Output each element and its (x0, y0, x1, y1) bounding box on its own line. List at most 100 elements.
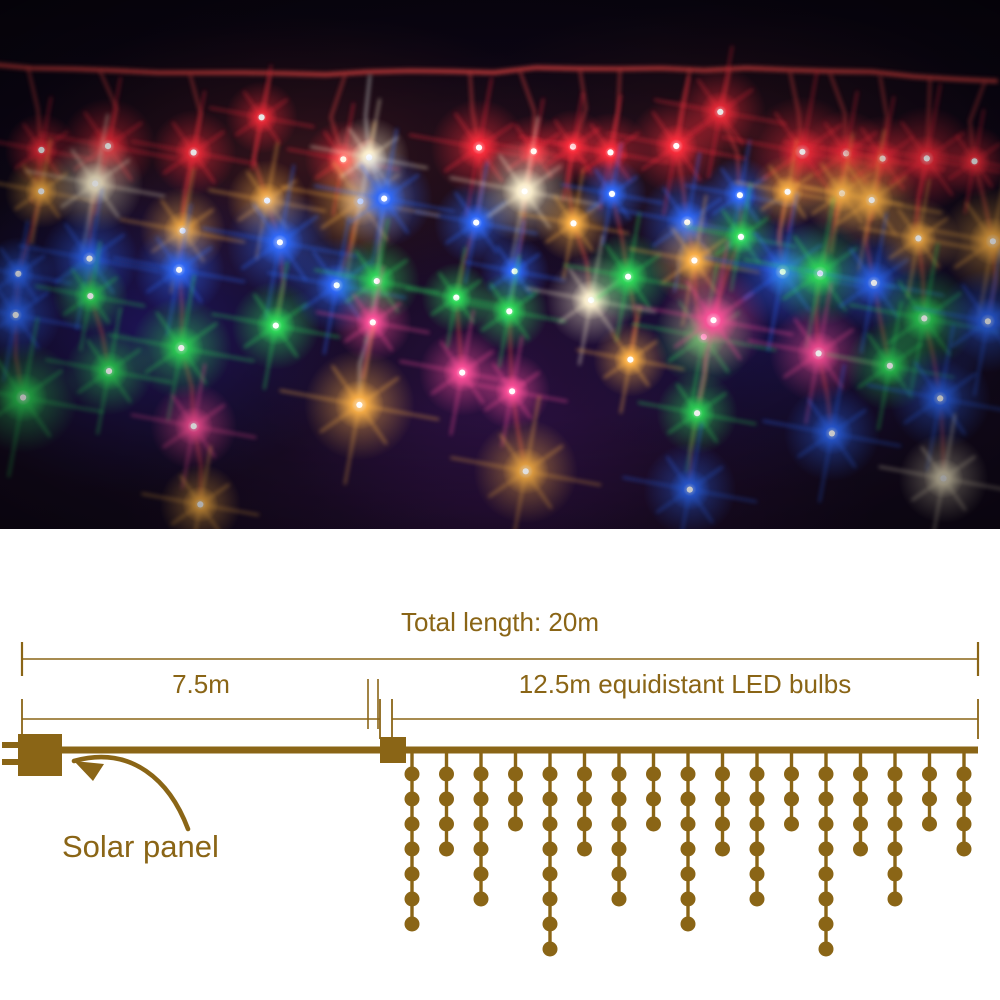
plug-prong (2, 759, 19, 765)
drop-strand-bulb (542, 941, 558, 957)
drop-strand-bulb (887, 891, 903, 907)
drop-strand-bulb (439, 816, 454, 832)
drop-strand-bulb (473, 891, 489, 907)
drop-strand-bulb (956, 841, 972, 857)
drop-strand-bulb (611, 866, 627, 882)
drop-strand-bulb (404, 791, 420, 807)
main-wire (0, 62, 999, 84)
drop-strand-bulb (577, 791, 592, 807)
drop-strand-bulb (680, 891, 696, 907)
drop-strand-bulb (715, 766, 730, 782)
plug-prong (2, 742, 19, 748)
drop-strand-bulb (473, 816, 489, 832)
drop-strand-bulb (715, 791, 730, 807)
drop-strand-bulb (542, 866, 558, 882)
drop-strand-bulb (680, 791, 696, 807)
drop-strand-bulb (784, 791, 799, 807)
drop-strand-bulb (956, 816, 972, 832)
drop-strand-bulb (646, 791, 661, 807)
drop-strand-bulb (749, 866, 765, 882)
led-drop-strands (404, 750, 972, 957)
drop-strand-bulb (680, 766, 696, 782)
drop-strand-bulb (542, 891, 558, 907)
bulb-length-label: 12.5m equidistant LED bulbs (519, 669, 851, 699)
drop-strand-bulb (818, 816, 834, 832)
drop-strand-bulb (749, 891, 765, 907)
lead-length-label: 7.5m (172, 669, 230, 699)
drop-strand-bulb (818, 866, 834, 882)
drop-strand-bulb (508, 766, 523, 782)
drop-strand-bulb (749, 791, 765, 807)
drop-strand-bulb (439, 791, 454, 807)
drop-strand-bulb (853, 791, 868, 807)
total-length-label: Total length: 20m (401, 607, 599, 637)
drop-strand-bulb (508, 816, 523, 832)
drop-strand-bulb (439, 766, 454, 782)
drop-strand-bulb (611, 841, 627, 857)
dimension-diagram: Total length: 20m 7.5m 12.5m equidistant L… (0, 529, 1000, 1000)
photo-lights-layer (0, 45, 1000, 529)
drop-strand-bulb (473, 791, 489, 807)
callout-arrowhead (74, 761, 104, 781)
drop-strand-bulb (853, 841, 868, 857)
drop-strand-bulb (611, 816, 627, 832)
drop-strand-bulb (542, 766, 558, 782)
drop-strand-bulb (404, 816, 420, 832)
drop-strand-bulb (646, 766, 661, 782)
drop-strand-bulb (818, 766, 834, 782)
diagram-canvas: Total length: 20m 7.5m 12.5m equidistant L… (2, 607, 980, 957)
solar-panel-label: Solar panel (62, 829, 219, 864)
drop-strand-bulb (887, 841, 903, 857)
drop-strand-bulb (887, 816, 903, 832)
drop-strand-bulb (784, 766, 799, 782)
drop-strand-bulb (887, 791, 903, 807)
led-icicle-lights-photo (0, 0, 1000, 529)
solar-panel-plug (2, 734, 62, 776)
drop-strand-bulb (715, 841, 730, 857)
drop-strand-bulb (680, 866, 696, 882)
drop-strand-bulb (611, 891, 627, 907)
drop-strand-bulb (818, 841, 834, 857)
junction-connector (380, 737, 406, 763)
drop-strand-bulb (922, 816, 937, 832)
drop-strand-bulb (922, 791, 937, 807)
drop-strand-bulb (818, 941, 834, 957)
drop-strand-bulb (404, 866, 420, 882)
drop-strand-bulb (439, 841, 454, 857)
drop-strand-bulb (508, 791, 523, 807)
drop-strand-bulb (404, 916, 420, 932)
drop-strand-bulb (404, 841, 420, 857)
drop-strand-bulb (956, 766, 972, 782)
drop-strand-bulb (956, 791, 972, 807)
drop-strand-bulb (611, 791, 627, 807)
drop-strand-bulb (784, 816, 799, 832)
drop-strand-bulb (922, 766, 937, 782)
drop-strand-bulb (611, 766, 627, 782)
plug-body (18, 734, 62, 776)
drop-strand-bulb (577, 841, 592, 857)
drop-strand-bulb (680, 916, 696, 932)
drop-strand-bulb (818, 891, 834, 907)
drop-strand-bulb (715, 816, 730, 832)
drop-strand-bulb (680, 816, 696, 832)
drop-strand-bulb (853, 766, 868, 782)
drop-strand-bulb (749, 841, 765, 857)
drop-strand-bulb (818, 916, 834, 932)
drop-strand-bulb (404, 766, 420, 782)
drop-strand-bulb (473, 866, 489, 882)
drop-strand-bulb (680, 841, 696, 857)
drop-strand-bulb (542, 841, 558, 857)
callout-arrow (71, 754, 191, 832)
drop-strand-bulb (542, 816, 558, 832)
drop-strand-bulb (577, 816, 592, 832)
drop-strand-bulb (577, 766, 592, 782)
drop-strand-bulb (473, 841, 489, 857)
drop-strand-bulb (473, 766, 489, 782)
drop-strand-bulb (542, 791, 558, 807)
drop-strand-bulb (887, 766, 903, 782)
drop-strand-bulb (542, 916, 558, 932)
drop-strand-bulb (646, 816, 661, 832)
drop-strand-bulb (749, 766, 765, 782)
drop-strand-bulb (818, 791, 834, 807)
